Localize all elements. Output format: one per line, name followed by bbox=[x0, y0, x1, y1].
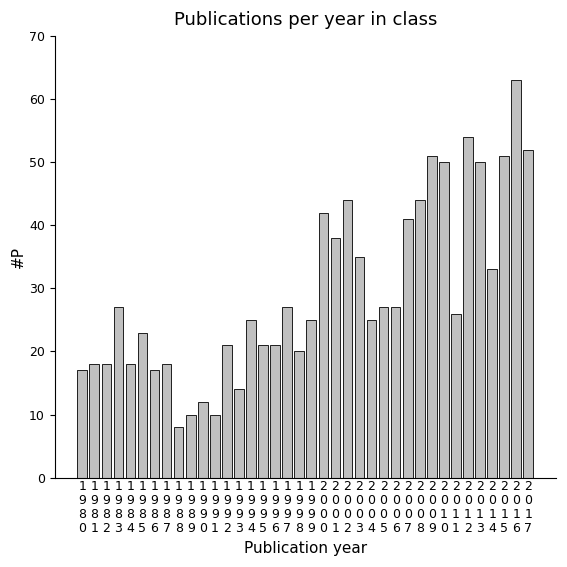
Bar bbox=[331, 238, 340, 477]
Title: Publications per year in class: Publications per year in class bbox=[174, 11, 437, 29]
Bar bbox=[306, 320, 316, 477]
Bar bbox=[475, 162, 485, 477]
Bar bbox=[234, 390, 244, 477]
Bar bbox=[270, 345, 280, 477]
Bar bbox=[487, 269, 497, 477]
Bar bbox=[379, 307, 388, 477]
Bar bbox=[162, 364, 171, 477]
Bar bbox=[126, 364, 136, 477]
Bar bbox=[198, 402, 208, 477]
Bar bbox=[427, 156, 437, 477]
Bar bbox=[391, 307, 400, 477]
Bar bbox=[150, 370, 159, 477]
Bar bbox=[294, 352, 304, 477]
Bar bbox=[101, 364, 111, 477]
Bar bbox=[174, 427, 184, 477]
Bar bbox=[511, 81, 521, 477]
Bar bbox=[210, 414, 219, 477]
Bar bbox=[355, 257, 365, 477]
Y-axis label: #P: #P bbox=[11, 246, 26, 268]
Bar bbox=[451, 314, 461, 477]
Bar bbox=[258, 345, 268, 477]
Bar bbox=[246, 320, 256, 477]
Bar bbox=[403, 219, 413, 477]
Bar bbox=[463, 137, 473, 477]
Bar bbox=[500, 156, 509, 477]
Bar bbox=[222, 345, 232, 477]
Bar bbox=[186, 414, 196, 477]
Bar bbox=[113, 307, 123, 477]
Bar bbox=[342, 200, 352, 477]
Bar bbox=[319, 213, 328, 477]
Bar bbox=[282, 307, 292, 477]
X-axis label: Publication year: Publication year bbox=[244, 541, 367, 556]
Bar bbox=[415, 200, 425, 477]
Bar bbox=[367, 320, 376, 477]
Bar bbox=[439, 162, 448, 477]
Bar bbox=[90, 364, 99, 477]
Bar bbox=[78, 370, 87, 477]
Bar bbox=[523, 150, 533, 477]
Bar bbox=[138, 333, 147, 477]
